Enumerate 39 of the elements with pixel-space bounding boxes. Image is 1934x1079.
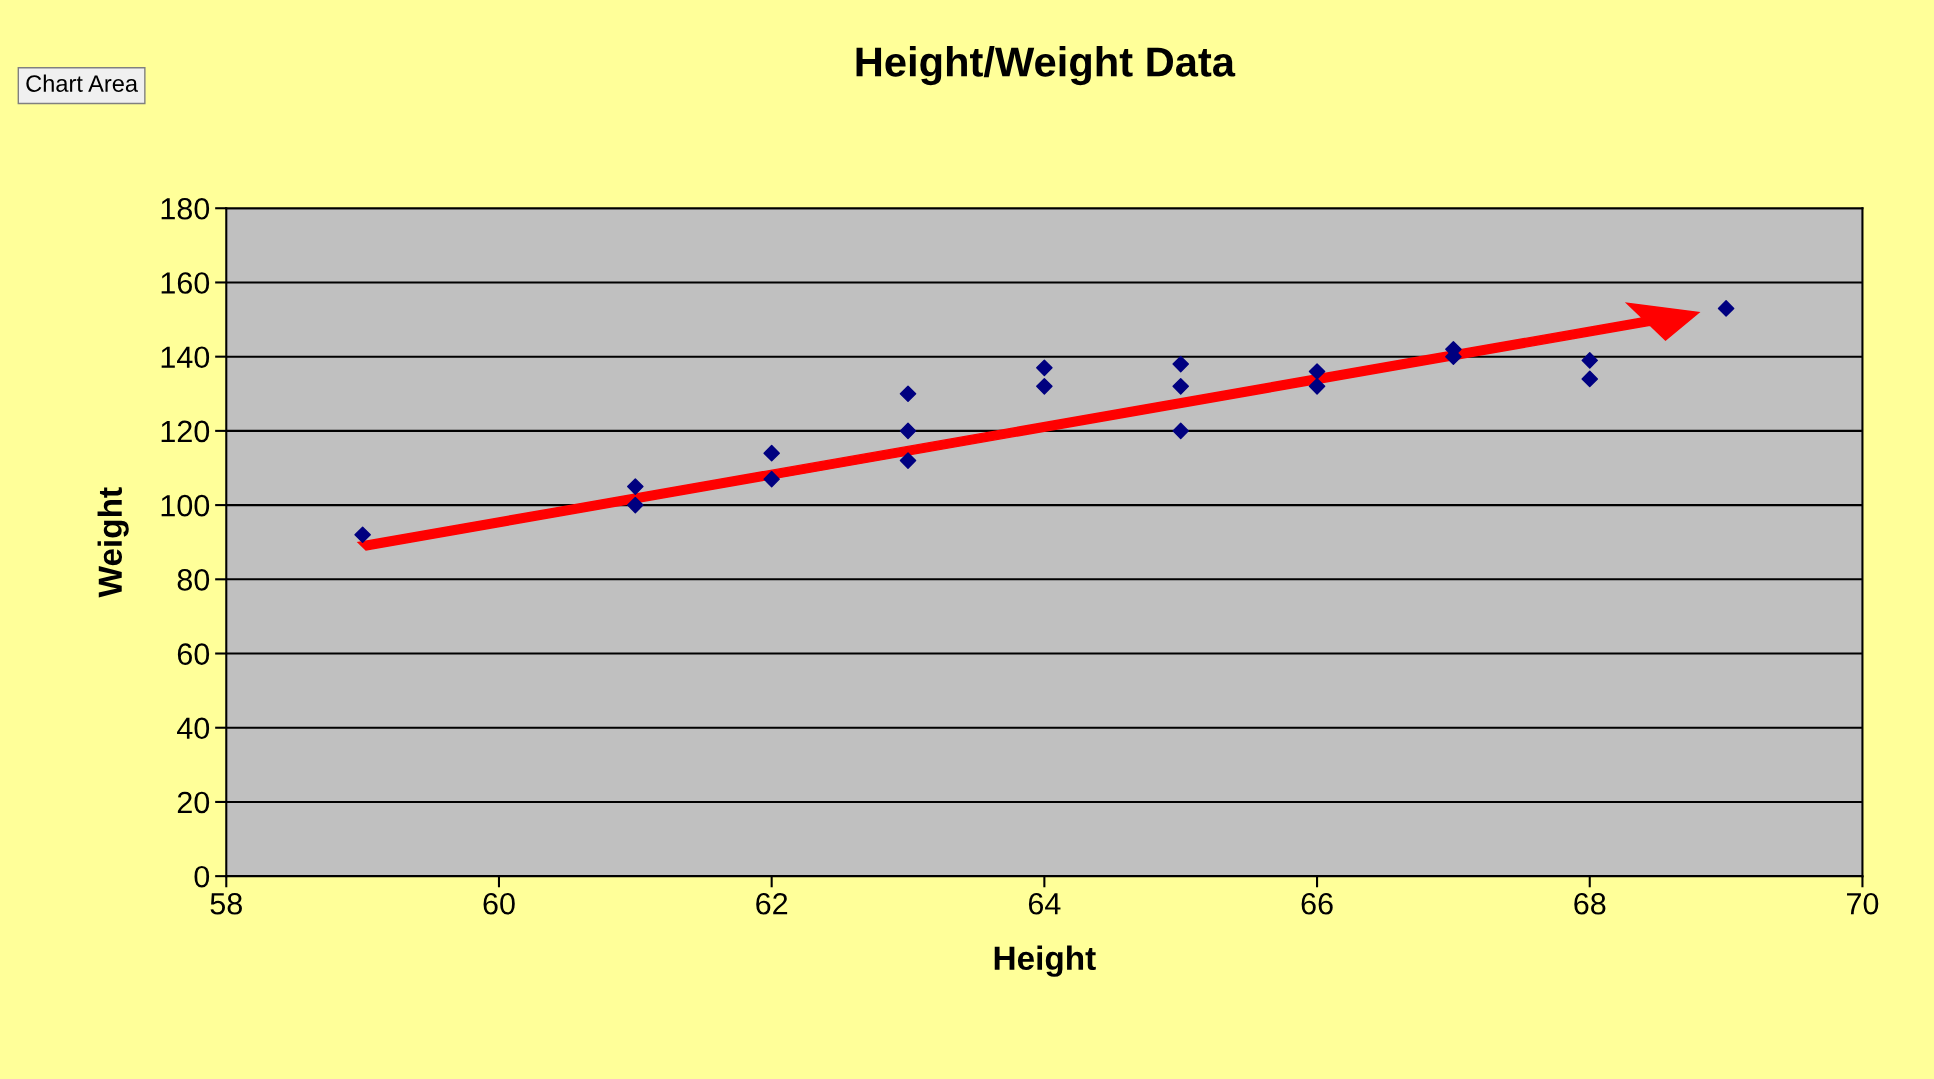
x-tick-label: 70 [1847,892,1879,915]
y-tick-label: 180 [161,197,210,220]
point [1172,355,1190,373]
x-tick-label: 64 [1028,892,1061,915]
y-tick-label: 120 [161,420,210,443]
chart-title: Height/Weight Data [856,46,1236,86]
x-tick-label: 58 [210,892,242,915]
point [899,452,917,469]
point [1581,352,1599,369]
y-tick-label: 160 [161,272,210,294]
point [627,478,644,495]
point [1036,378,1053,395]
point [627,496,644,514]
point [1581,370,1599,388]
point [899,385,917,403]
point [763,470,780,488]
y-tick-label: 0 [194,865,210,888]
y-tick-label: 20 [177,791,210,814]
y-axis-title: Weight [97,487,129,598]
point [1172,378,1190,395]
point [354,526,371,544]
point [899,422,917,440]
point [1308,363,1326,380]
y-tick-label: 40 [177,717,210,740]
y-tick-label: 80 [177,569,210,591]
point [1172,422,1190,440]
y-tick-label: 100 [161,494,210,517]
x-tick-label: 66 [1301,892,1333,915]
point [1036,359,1053,377]
y-tick-label: 140 [161,346,210,369]
text: Chart Area [26,74,139,92]
x-tick-label: 60 [483,892,515,915]
y-tick-label: 60 [177,643,210,665]
point [1717,300,1735,317]
x-tick-label: 62 [756,892,788,915]
x-tick-label: 68 [1574,892,1606,915]
x-axis-title: Height [994,945,1096,977]
point [763,444,780,462]
point [1308,378,1326,395]
